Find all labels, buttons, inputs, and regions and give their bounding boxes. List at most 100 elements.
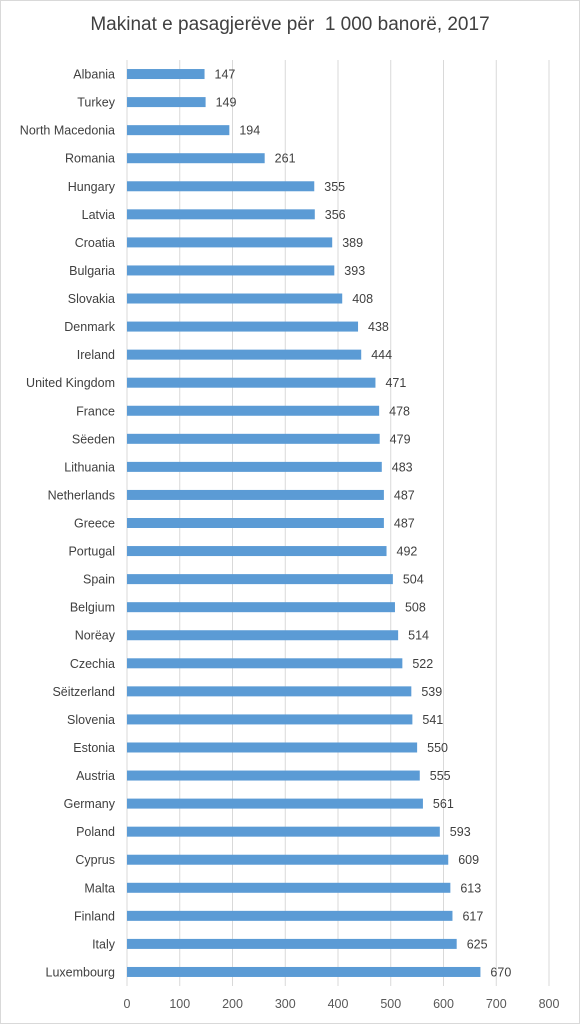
value-label-3: 261 [275, 152, 296, 166]
bar-19 [127, 602, 395, 613]
bar-5 [127, 209, 315, 220]
value-label-32: 670 [490, 965, 511, 979]
x-tick-label-4: 400 [328, 997, 349, 1011]
category-label-10: Ireland [77, 348, 115, 362]
value-label-29: 613 [460, 881, 481, 895]
category-label-18: Spain [83, 573, 115, 587]
value-label-25: 555 [430, 769, 451, 783]
value-label-12: 478 [389, 404, 410, 418]
bar-9 [127, 321, 359, 332]
category-label-30: Finland [74, 909, 115, 923]
bar-10 [127, 349, 362, 360]
bar-6 [127, 237, 333, 248]
x-tick-label-5: 500 [380, 997, 401, 1011]
value-label-22: 539 [421, 685, 442, 699]
value-label-16: 487 [394, 517, 415, 531]
x-tick-label-0: 0 [124, 997, 131, 1011]
category-label-24: Estonia [73, 741, 115, 755]
category-label-8: Slovakia [68, 292, 115, 306]
bar-7 [127, 265, 335, 276]
bar-29 [127, 882, 451, 893]
value-label-11: 471 [385, 376, 406, 390]
value-label-10: 444 [371, 348, 392, 362]
value-label-21: 522 [412, 657, 433, 671]
category-label-31: Italy [92, 937, 116, 951]
value-label-19: 508 [405, 601, 426, 615]
category-label-25: Austria [76, 769, 115, 783]
category-label-5: Latvia [82, 208, 115, 222]
x-tick-label-7: 700 [486, 997, 507, 1011]
bar-0 [127, 69, 205, 80]
category-label-19: Belgium [70, 601, 115, 615]
value-label-28: 609 [458, 853, 479, 867]
x-tick-label-1: 100 [169, 997, 190, 1011]
bar-32 [127, 966, 481, 977]
category-label-21: Czechia [70, 657, 115, 671]
bar-2 [127, 125, 230, 136]
bar-4 [127, 181, 315, 192]
bar-25 [127, 770, 420, 781]
category-label-14: Lithuania [64, 460, 115, 474]
category-label-7: Bulgaria [69, 264, 115, 278]
value-label-6: 389 [342, 236, 363, 250]
category-label-23: Slovenia [67, 713, 115, 727]
category-label-28: Cyprus [75, 853, 115, 867]
bar-22 [127, 686, 412, 697]
category-label-4: Hungary [68, 180, 116, 194]
value-label-1: 149 [216, 96, 237, 110]
bar-17 [127, 546, 387, 557]
value-label-9: 438 [368, 320, 389, 334]
bar-3 [127, 153, 265, 164]
bar-20 [127, 630, 399, 641]
category-label-13: Sëeden [72, 432, 115, 446]
category-label-22: Sëitzerland [52, 685, 115, 699]
category-label-32: Luxembourg [46, 965, 116, 979]
category-label-20: Norëay [75, 629, 116, 643]
category-label-2: North Macedonia [20, 124, 115, 138]
bar-24 [127, 742, 418, 753]
bar-14 [127, 461, 382, 472]
value-label-13: 479 [390, 432, 411, 446]
value-label-8: 408 [352, 292, 373, 306]
category-label-3: Romania [65, 152, 115, 166]
x-tick-label-8: 800 [539, 997, 560, 1011]
value-label-23: 541 [422, 713, 443, 727]
category-label-0: Albania [73, 68, 115, 82]
value-label-18: 504 [403, 573, 424, 587]
category-label-29: Malta [84, 881, 115, 895]
value-label-14: 483 [392, 460, 413, 474]
bar-1 [127, 97, 206, 108]
value-label-15: 487 [394, 488, 415, 502]
bar-31 [127, 938, 457, 949]
bar-26 [127, 798, 423, 809]
bar-30 [127, 910, 453, 921]
bar-16 [127, 518, 384, 528]
value-label-24: 550 [427, 741, 448, 755]
x-tick-label-6: 600 [433, 997, 454, 1011]
x-tick-label-2: 200 [222, 997, 243, 1011]
bar-15 [127, 489, 384, 500]
bar-11 [127, 377, 376, 388]
category-label-12: France [76, 404, 115, 418]
x-tick-label-3: 300 [275, 997, 296, 1011]
category-label-6: Croatia [75, 236, 115, 250]
category-label-15: Netherlands [48, 488, 115, 502]
bar-13 [127, 433, 380, 444]
chart-title: Makinat e pasagjerëve për 1 000 banorë, … [90, 14, 490, 35]
value-label-30: 617 [462, 909, 483, 923]
bar-21 [127, 658, 403, 669]
bar-23 [127, 714, 413, 725]
category-label-9: Denmark [64, 320, 115, 334]
category-label-16: Greece [74, 517, 115, 531]
value-label-26: 561 [433, 797, 454, 811]
value-label-4: 355 [324, 180, 345, 194]
bar-18 [127, 574, 393, 585]
category-label-17: Portugal [68, 545, 115, 559]
bar-12 [127, 405, 380, 416]
category-label-27: Poland [76, 825, 115, 839]
bar-28 [127, 854, 449, 865]
value-label-5: 356 [325, 208, 346, 222]
category-label-1: Turkey [77, 96, 115, 110]
